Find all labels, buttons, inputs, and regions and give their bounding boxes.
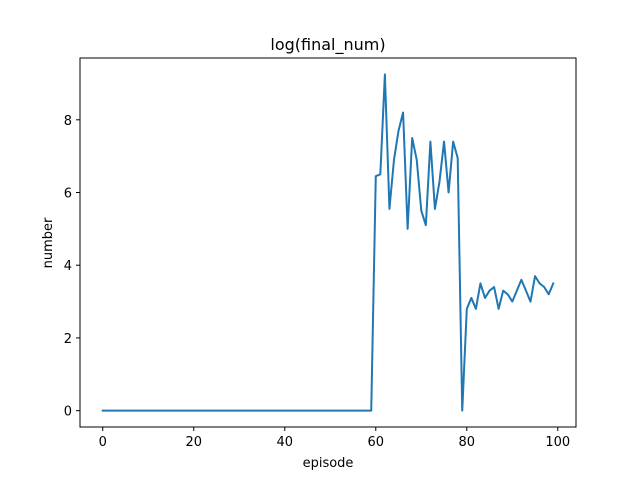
plot-area: 0 20 40 60 80 100 0 2 4 6 8 xyxy=(64,57,577,450)
chart-title: log(final_num) xyxy=(270,35,385,55)
y-tick-label: 6 xyxy=(64,187,72,202)
x-tick-label: 80 xyxy=(459,435,476,450)
x-tick-label: 100 xyxy=(545,435,570,450)
x-tick-label: 60 xyxy=(368,435,385,450)
x-tick-label: 40 xyxy=(276,435,293,450)
y-tick-label: 2 xyxy=(64,332,72,347)
x-tick-label: 0 xyxy=(99,435,107,450)
y-tick-label: 0 xyxy=(64,405,72,420)
axes-frame xyxy=(79,57,577,428)
y-axis-label: number xyxy=(41,217,56,268)
x-tick-label: 20 xyxy=(185,435,202,450)
y-tick-label: 4 xyxy=(64,259,72,274)
x-axis-label: episode xyxy=(303,456,354,471)
y-tick-label: 8 xyxy=(64,114,72,129)
series-line-0 xyxy=(101,73,555,412)
